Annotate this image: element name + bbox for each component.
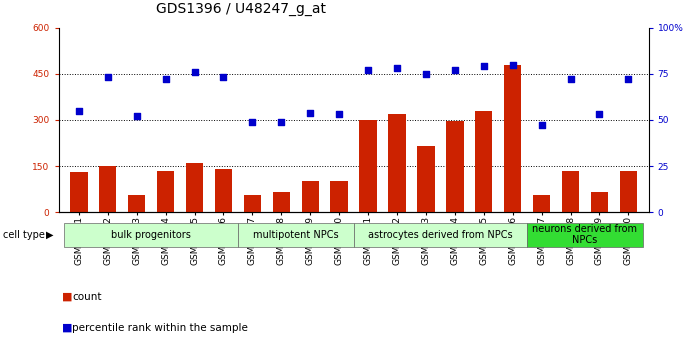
- Point: [73, 108, 84, 114]
- Bar: [620, 171, 637, 212]
- Bar: [244, 195, 261, 212]
- Bar: [64, 223, 238, 247]
- Point: [420, 71, 431, 77]
- Text: astrocytes derived from NPCs: astrocytes derived from NPCs: [368, 230, 513, 239]
- Bar: [417, 146, 435, 212]
- Bar: [533, 195, 551, 212]
- Bar: [504, 65, 522, 212]
- Bar: [273, 192, 290, 212]
- Bar: [99, 166, 117, 212]
- Bar: [359, 120, 377, 212]
- Point: [565, 77, 576, 82]
- Bar: [353, 223, 527, 247]
- Text: bulk progenitors: bulk progenitors: [111, 230, 191, 239]
- Point: [507, 62, 518, 67]
- Bar: [475, 111, 493, 212]
- Text: ▶: ▶: [46, 230, 54, 239]
- Bar: [527, 223, 643, 247]
- Text: multipotent NPCs: multipotent NPCs: [253, 230, 339, 239]
- Bar: [562, 171, 579, 212]
- Bar: [238, 223, 353, 247]
- Point: [218, 75, 229, 80]
- Bar: [157, 171, 175, 212]
- Bar: [331, 181, 348, 212]
- Bar: [388, 114, 406, 212]
- Point: [536, 123, 547, 128]
- Text: count: count: [72, 292, 102, 302]
- Point: [247, 119, 258, 125]
- Text: GDS1396 / U48247_g_at: GDS1396 / U48247_g_at: [157, 2, 326, 16]
- Bar: [446, 121, 464, 212]
- Point: [623, 77, 634, 82]
- Text: ■: ■: [62, 292, 72, 302]
- Text: ■: ■: [62, 323, 72, 333]
- Text: percentile rank within the sample: percentile rank within the sample: [72, 323, 248, 333]
- Point: [189, 69, 200, 75]
- Text: neurons derived from
NPCs: neurons derived from NPCs: [533, 224, 638, 245]
- Point: [362, 67, 373, 73]
- Text: cell type: cell type: [3, 230, 46, 239]
- Point: [449, 67, 460, 73]
- Point: [305, 110, 316, 115]
- Point: [131, 114, 142, 119]
- Point: [594, 111, 605, 117]
- Bar: [215, 169, 232, 212]
- Bar: [186, 163, 204, 212]
- Bar: [302, 181, 319, 212]
- Point: [102, 75, 113, 80]
- Point: [391, 66, 402, 71]
- Bar: [70, 172, 88, 212]
- Point: [478, 63, 489, 69]
- Point: [160, 77, 171, 82]
- Bar: [128, 195, 146, 212]
- Point: [276, 119, 287, 125]
- Bar: [591, 192, 608, 212]
- Point: [334, 111, 345, 117]
